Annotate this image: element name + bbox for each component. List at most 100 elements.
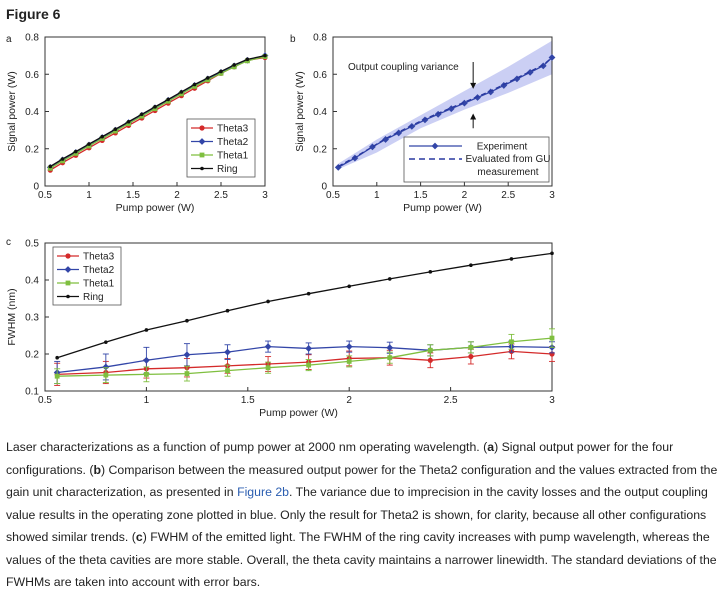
data-point <box>86 143 92 149</box>
data-point <box>225 368 230 374</box>
x-tick-label: 1 <box>86 190 92 201</box>
y-tick-label: 0.6 <box>25 70 39 81</box>
data-point <box>102 363 110 371</box>
data-point <box>140 112 144 117</box>
legend-label: Ring <box>83 292 104 303</box>
caption-text: Laser characterizations as a function of… <box>6 440 488 454</box>
data-point <box>232 63 236 67</box>
data-point <box>219 69 223 74</box>
chart-panel-a: a 0.5 1 1.5 2 2.5 3 0 0.2 0.4 0.6 0.8 Pump power (W)… <box>6 33 269 214</box>
caption-text: . The variance due to imprecision in the… <box>6 485 708 544</box>
series-line <box>337 56 553 168</box>
chart-panel-b: b 0.5 1 1.5 2 2.5 3 0 0.2 0.4 0.6 0.8 Pump power (W)… <box>290 33 556 214</box>
data-point <box>431 142 439 150</box>
legend-box <box>52 246 122 306</box>
figure-caption: Laser characterizations as a function of… <box>6 436 718 594</box>
data-point <box>185 318 189 323</box>
caption-panel-b: b <box>93 462 102 477</box>
legend-label: Theta1 <box>217 151 249 162</box>
data-point <box>386 344 394 352</box>
series-ring <box>48 53 267 169</box>
data-point <box>306 291 311 296</box>
y-axis-label: Signal power (W) <box>6 71 18 152</box>
data-point <box>113 128 118 134</box>
data-point <box>306 362 312 368</box>
charts-canvas: a 0.5 1 1.5 2 2.5 3 0 0.2 0.4 0.6 0.8 Pump power (W)… <box>6 33 556 419</box>
y-tick-label: 0 <box>33 182 39 193</box>
data-point <box>54 373 60 379</box>
series-line <box>57 345 553 374</box>
legend: Theta3 Theta2 Theta1 Ring <box>52 246 122 306</box>
data-point <box>99 136 105 141</box>
data-point <box>264 343 272 350</box>
y-tick-label: 0.6 <box>313 70 327 81</box>
data-point <box>87 142 91 146</box>
panel-letter: b <box>290 34 296 45</box>
data-point <box>200 166 204 171</box>
data-point <box>144 328 149 332</box>
data-point <box>73 151 79 156</box>
data-point <box>387 355 393 361</box>
x-tick-label: 2 <box>346 395 352 406</box>
y-axis-label: Signal power (W) <box>294 71 306 152</box>
x-tick-label: 3 <box>262 190 268 201</box>
y-tick-label: 0.4 <box>25 276 39 287</box>
x-tick-label: 1 <box>144 395 150 406</box>
data-point <box>408 123 416 130</box>
data-point <box>104 340 108 344</box>
data-point <box>60 157 65 161</box>
legend-label: measurement <box>477 167 538 178</box>
legend-label: Theta2 <box>83 265 115 276</box>
series-theta1 <box>54 328 555 385</box>
x-tick-label: 0.5 <box>326 190 340 201</box>
data-point <box>113 127 118 131</box>
data-point <box>66 294 70 299</box>
data-point <box>184 371 190 377</box>
y-tick-label: 0 <box>321 182 327 193</box>
data-point <box>199 152 205 158</box>
data-point <box>225 308 230 313</box>
caption-text: ) Comparison between the measured output… <box>6 462 718 500</box>
x-tick-label: 1.5 <box>414 190 428 201</box>
data-point <box>395 129 403 137</box>
data-point <box>166 97 170 102</box>
legend-label: Theta2 <box>217 137 249 148</box>
legend-label: Evaluated from GU <box>465 154 550 165</box>
series-ring <box>55 251 554 360</box>
caption-panel-c: c <box>135 530 143 544</box>
data-point <box>192 83 197 89</box>
data-point <box>428 270 433 274</box>
x-axis-label: Pump power (W) <box>116 202 195 214</box>
data-point <box>265 365 271 371</box>
data-point <box>509 257 514 261</box>
data-point <box>231 64 237 70</box>
data-point <box>143 356 150 364</box>
data-point <box>469 263 473 268</box>
data-point <box>55 355 59 360</box>
series-evaluated-from-gu-measurement <box>337 56 553 168</box>
annotation-arrowhead <box>470 113 477 120</box>
data-point <box>48 164 53 169</box>
x-tick-label: 2.5 <box>444 395 458 406</box>
data-point <box>305 345 313 352</box>
data-point <box>206 76 210 80</box>
series-line <box>56 252 553 359</box>
data-point <box>263 53 267 58</box>
data-point <box>74 149 78 154</box>
figure-2b-link[interactable]: Figure 2b <box>237 485 290 499</box>
caption-panel-a: a <box>487 440 495 454</box>
panel-letter: a <box>6 34 12 45</box>
x-tick-label: 0.5 <box>38 395 52 406</box>
series-theta1 <box>47 54 268 171</box>
legend-label: Theta1 <box>83 279 115 290</box>
data-point <box>65 280 71 286</box>
data-point <box>550 251 554 256</box>
data-point <box>345 343 353 350</box>
series-experiment <box>334 54 556 171</box>
caption-text: ) Signal output power for the four confi… <box>6 440 674 477</box>
y-axis-label: FWHM (nm) <box>6 288 18 345</box>
y-tick-label: 0.4 <box>25 107 39 118</box>
y-tick-label: 0.4 <box>313 107 327 118</box>
data-point <box>347 284 352 289</box>
